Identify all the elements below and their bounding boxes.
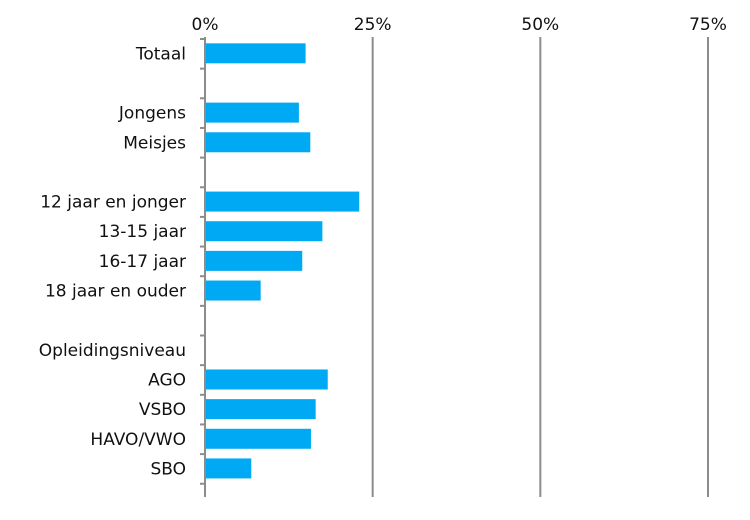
bar-11 [206, 369, 328, 390]
category-label-5: 12 jaar en jonger [40, 193, 186, 213]
bar-3 [206, 132, 311, 153]
category-label-14: SBO [150, 459, 186, 479]
bar-8 [206, 280, 261, 301]
bar-6 [206, 221, 323, 242]
bar-12 [206, 399, 316, 420]
bar-13 [206, 428, 311, 449]
category-label-11: AGO [148, 370, 186, 390]
x-tick-labels: 0% 25% 50% 75% [192, 15, 727, 35]
bar-2 [206, 102, 299, 123]
category-label-2: Jongens [118, 104, 186, 124]
category-labels: Totaal Jongens Meisjes 12 jaar en jonger 13-… [39, 44, 186, 479]
category-label-10: Opleidingsniveau [39, 341, 186, 361]
bar-5 [206, 191, 360, 212]
category-label-3: Meisjes [123, 133, 186, 153]
bar-0 [206, 43, 306, 64]
x-tick-label-2: 50% [521, 15, 559, 35]
x-tick-label-1: 25% [354, 15, 392, 35]
gridlines [371, 37, 709, 497]
category-label-6: 13-15 jaar [99, 222, 186, 242]
category-axis [200, 37, 206, 497]
category-label-0: Totaal [135, 44, 186, 64]
category-label-7: 16-17 jaar [99, 252, 186, 272]
x-tick-label-0: 0% [192, 15, 219, 35]
bar-7 [206, 250, 303, 271]
category-label-13: HAVO/VWO [90, 430, 186, 450]
category-label-8: 18 jaar en ouder [45, 282, 186, 302]
x-tick-label-3: 75% [689, 15, 727, 35]
category-label-12: VSBO [139, 400, 186, 420]
bars [206, 43, 360, 479]
bar-14 [206, 458, 252, 479]
